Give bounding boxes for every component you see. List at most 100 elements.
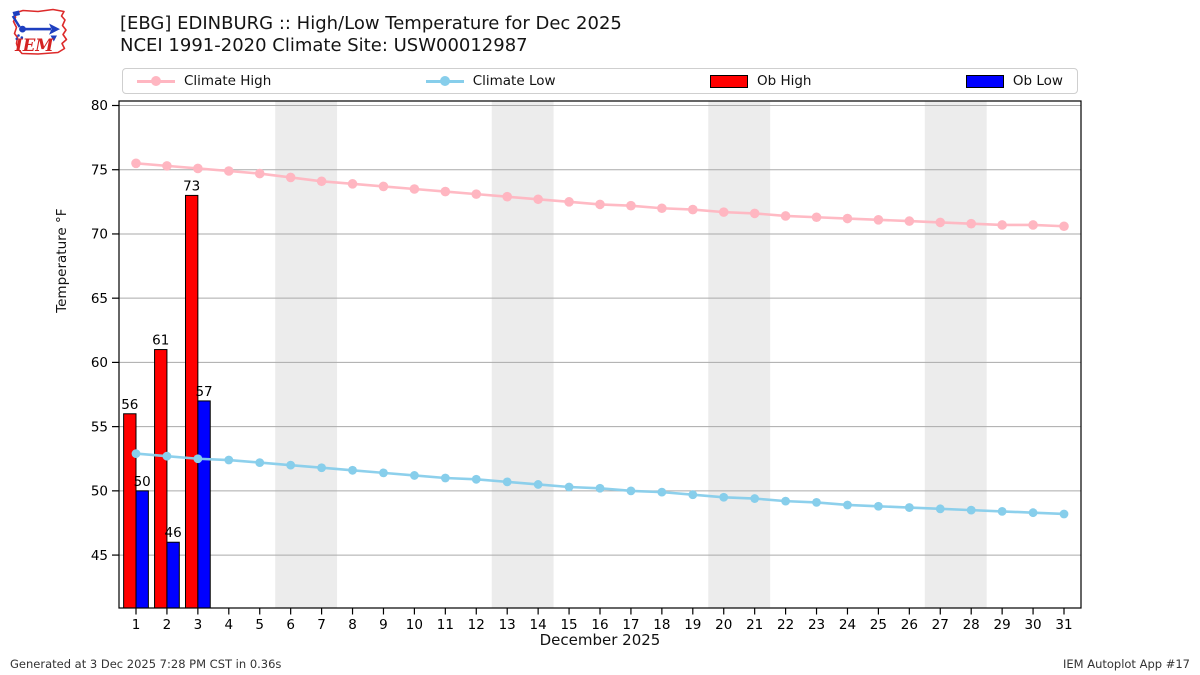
iem-logo: IEM [8,4,72,64]
ob-high-bar [184,194,199,609]
ob-low-bar [197,400,211,609]
x-tick-label: 15 [560,617,577,633]
climate-low-point [533,480,543,489]
climate-high-point [873,215,884,225]
climate-high-point [440,186,451,197]
x-tick-label: 27 [932,617,949,633]
x-tick-label: 25 [870,617,887,633]
climate-high-point [997,220,1007,230]
climate-low-point [162,451,172,461]
x-tick-label: 6 [286,617,295,633]
climate-low-point [564,482,574,492]
climate-low-point [966,505,976,515]
legend-label: Ob High [756,73,812,89]
climate-high-point [842,213,853,224]
x-tick-label: 12 [468,617,485,633]
climate-high-point [316,176,327,187]
ob-high-bar [123,413,137,609]
x-tick-label: 31 [1055,617,1072,633]
y-tick-label: 75 [91,162,108,178]
x-tick-label: 17 [622,617,639,633]
legend-label: Climate High [184,73,272,89]
y-tick-label: 60 [91,355,108,371]
climate-high-point [378,181,389,192]
climate-low-point [440,473,450,483]
x-tick-label: 24 [839,617,856,633]
x-tick-label: 29 [994,617,1011,633]
bar-value-label: 46 [165,525,182,541]
x-axis-label: December 2025 [539,631,661,649]
climate-low-point [379,468,388,478]
x-tick-label: 13 [499,617,516,633]
climate-low-point [595,483,605,493]
x-tick-label: 2 [163,617,172,633]
climate-low-point [1028,508,1038,518]
climate-low-point [348,465,357,475]
x-tick-label: 14 [530,617,547,633]
x-tick-label: 30 [1024,617,1041,633]
legend-item-ob-high: Ob High [709,73,812,89]
ob-low-bar [135,490,149,609]
legend-item-ob-low: Ob Low [965,73,1063,89]
climate-high-point [471,189,482,199]
bar-value-label: 50 [134,474,151,490]
y-tick-label: 70 [91,227,108,243]
x-tick-label: 5 [255,617,264,633]
climate-high-line [131,158,1069,232]
climate-low-point [255,458,265,467]
iem-logo-text: IEM [14,36,54,55]
weather-vane-icon [11,10,60,42]
legend-item-climate-low: Climate Low [425,73,556,89]
climate-high-point [966,218,976,229]
x-tick-label: 23 [808,617,825,633]
climate-high-point [595,199,605,210]
climate-low-point [935,504,945,514]
climate-high-point [749,208,760,219]
climate-low-point [750,494,760,503]
y-tick-label: 65 [91,291,108,307]
climate-high-point [718,207,729,217]
ob-high-bar [154,349,168,609]
legend: Climate High Climate Low Ob High Ob Low [122,68,1078,94]
x-tick-label: 20 [715,617,732,633]
y-tick-label: 50 [91,484,108,500]
x-tick-label: 11 [437,617,454,633]
x-tick-label: 9 [379,617,388,633]
climate-high-point [1028,220,1038,230]
climate-high-point [533,194,543,205]
gridlines [119,105,1081,556]
y-tick-label: 45 [91,548,108,564]
x-tick-label: 10 [406,617,423,633]
iowa-outline-icon: IEM [11,8,68,55]
climate-high-point [224,166,234,176]
x-axis-ticks: 1 2 3 4 5 6 7 8 9 10 11 12 13 14 15 16 17 18 19 20 21 22 23 24 2… [132,608,1073,633]
x-tick-label: 7 [317,617,326,633]
climate-low-point [904,503,914,512]
climate-low-point [781,496,790,506]
climate-high-point [657,203,667,214]
x-tick-label: 16 [591,617,608,633]
x-tick-label: 22 [777,617,794,633]
x-tick-label: 4 [225,617,234,633]
climate-low-point [410,471,419,480]
y-tick-label: 55 [91,419,108,435]
climate-high-point [1059,221,1069,232]
climate-low-line [131,449,1069,519]
climate-low-point [812,498,821,507]
chart-titles: [EBG] EDINBURG :: High/Low Temperature f… [120,13,622,57]
y-axis-ticks: 45 50 55 60 65 70 75 80 [91,98,119,564]
x-tick-label: 1 [132,617,141,633]
y-axis-label: Temperature °F [54,208,70,313]
climate-high-point [162,161,172,171]
climate-low-point [843,500,852,510]
climate-high-point [409,184,420,194]
bar-value-label: 73 [183,178,200,194]
climate-low-legend-marker-icon [425,76,464,86]
climate-low-point [286,460,296,470]
x-tick-label: 3 [194,617,203,633]
climate-high-point [347,179,358,189]
x-tick-label: 18 [653,617,670,633]
climate-high-point [780,211,791,221]
chart-title: [EBG] EDINBURG :: High/Low Temperature f… [120,13,622,34]
